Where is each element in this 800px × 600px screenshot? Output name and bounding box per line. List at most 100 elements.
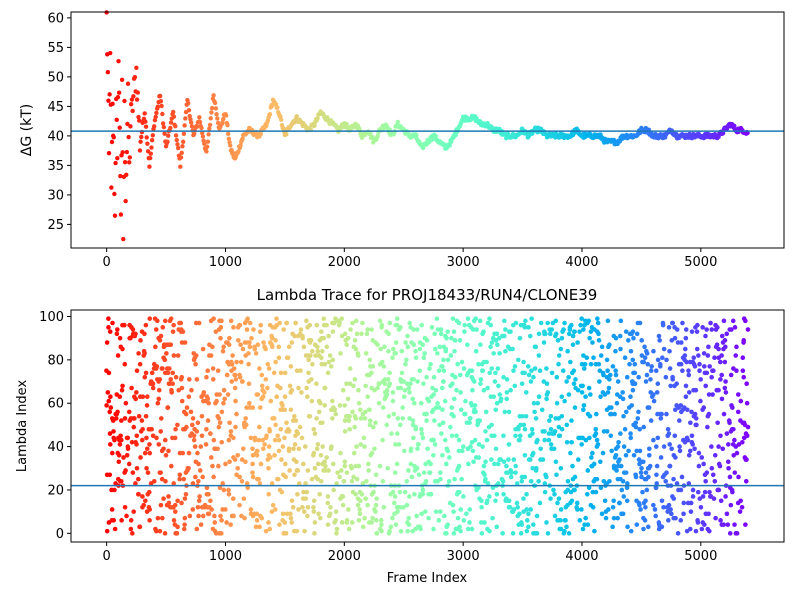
dg-point xyxy=(215,116,220,121)
lambda-point xyxy=(161,496,166,501)
lambda-point xyxy=(136,351,141,356)
lambda-point xyxy=(384,387,390,393)
lambda-point xyxy=(154,435,159,441)
lambda-point xyxy=(406,522,412,527)
lambda-point xyxy=(250,474,256,480)
lambda-point xyxy=(172,502,178,508)
lambda-point xyxy=(134,368,140,374)
lambda-point xyxy=(445,357,451,363)
lambda-point xyxy=(581,366,587,371)
dg-y-tick-label: 55 xyxy=(47,41,64,56)
lambda-point xyxy=(438,331,444,337)
lambda-point xyxy=(688,500,694,506)
lambda-point xyxy=(359,491,365,497)
lambda-point xyxy=(413,426,419,432)
dg-point xyxy=(147,164,152,169)
lambda-point xyxy=(234,411,239,417)
lambda-point xyxy=(210,463,215,469)
lambda-point xyxy=(625,524,630,530)
lambda-point xyxy=(187,513,193,519)
lambda-point xyxy=(381,505,387,510)
dg-y-axis-label: ΔG (kT) xyxy=(19,104,35,156)
lambda-point xyxy=(199,433,205,439)
lambda-point xyxy=(387,381,393,387)
lambda-point xyxy=(575,507,580,512)
lambda-point xyxy=(323,463,328,469)
lambda-point xyxy=(519,478,525,484)
lambda-point xyxy=(500,478,506,484)
lambda-point xyxy=(482,472,487,478)
lambda-point xyxy=(155,318,160,324)
lambda-point xyxy=(628,435,634,441)
lambda-point xyxy=(247,320,253,326)
lambda-point xyxy=(241,496,247,501)
lambda-point xyxy=(590,505,596,510)
lambda-point xyxy=(330,416,335,421)
lambda-point xyxy=(430,385,435,391)
lambda-point xyxy=(474,327,479,332)
lambda-point xyxy=(718,433,723,439)
lambda-point xyxy=(537,500,543,506)
lambda-point xyxy=(524,507,530,512)
lambda-point xyxy=(667,348,672,354)
dg-y-tick-label: 60 xyxy=(47,11,64,26)
lambda-point xyxy=(441,368,447,374)
lambda-point xyxy=(437,422,442,428)
lambda-point xyxy=(371,489,376,495)
lambda-point xyxy=(444,335,449,341)
lambda-point xyxy=(294,528,300,534)
lambda-point xyxy=(120,346,125,352)
lambda-point xyxy=(411,327,416,332)
lambda-point xyxy=(419,426,424,432)
lambda-point xyxy=(494,524,500,530)
lambda-point xyxy=(275,433,281,439)
lambda-point xyxy=(459,448,465,454)
lambda-point xyxy=(455,361,460,367)
lambda-point xyxy=(350,320,355,326)
lambda-point xyxy=(115,327,120,332)
lambda-point xyxy=(738,398,744,404)
lambda-point xyxy=(671,496,677,501)
lambda-point xyxy=(112,487,117,493)
lambda-point xyxy=(516,426,521,432)
lambda-point xyxy=(630,329,636,334)
lambda-point xyxy=(273,359,278,365)
lambda-point xyxy=(158,470,163,475)
lambda-point xyxy=(333,509,339,514)
lambda-point xyxy=(627,361,632,367)
lambda-point xyxy=(180,329,186,334)
lambda-point xyxy=(542,437,547,443)
lambda-point xyxy=(694,329,700,334)
lambda-point xyxy=(269,509,275,514)
lambda-point xyxy=(595,316,600,321)
lambda-point xyxy=(634,522,640,527)
lambda-point xyxy=(572,405,578,410)
dg-point xyxy=(207,122,213,128)
lambda-point xyxy=(358,416,364,421)
lambda-point xyxy=(404,478,410,484)
lambda-point xyxy=(651,502,656,508)
lambda-point xyxy=(110,320,115,326)
lambda-point xyxy=(143,322,149,328)
lambda-point xyxy=(227,459,232,465)
lambda-point xyxy=(684,359,689,365)
lambda-point xyxy=(295,431,301,436)
lambda-point xyxy=(694,346,700,352)
lambda-point xyxy=(666,325,672,330)
lambda-point xyxy=(577,329,582,334)
lambda-point xyxy=(116,452,122,458)
lambda-point xyxy=(337,320,342,326)
lambda-point xyxy=(585,522,591,527)
lambda-point xyxy=(501,459,507,465)
lambda-point xyxy=(406,515,412,521)
lambda-point xyxy=(420,487,426,493)
lambda-point xyxy=(745,327,751,332)
lambda-point xyxy=(614,468,619,473)
dg-point xyxy=(173,133,179,138)
lambda-point xyxy=(586,318,591,324)
lambda-point xyxy=(540,457,546,462)
lambda-point xyxy=(457,524,462,530)
lambda-point xyxy=(283,474,289,480)
lambda-point xyxy=(402,387,408,393)
lambda-point xyxy=(525,364,531,369)
